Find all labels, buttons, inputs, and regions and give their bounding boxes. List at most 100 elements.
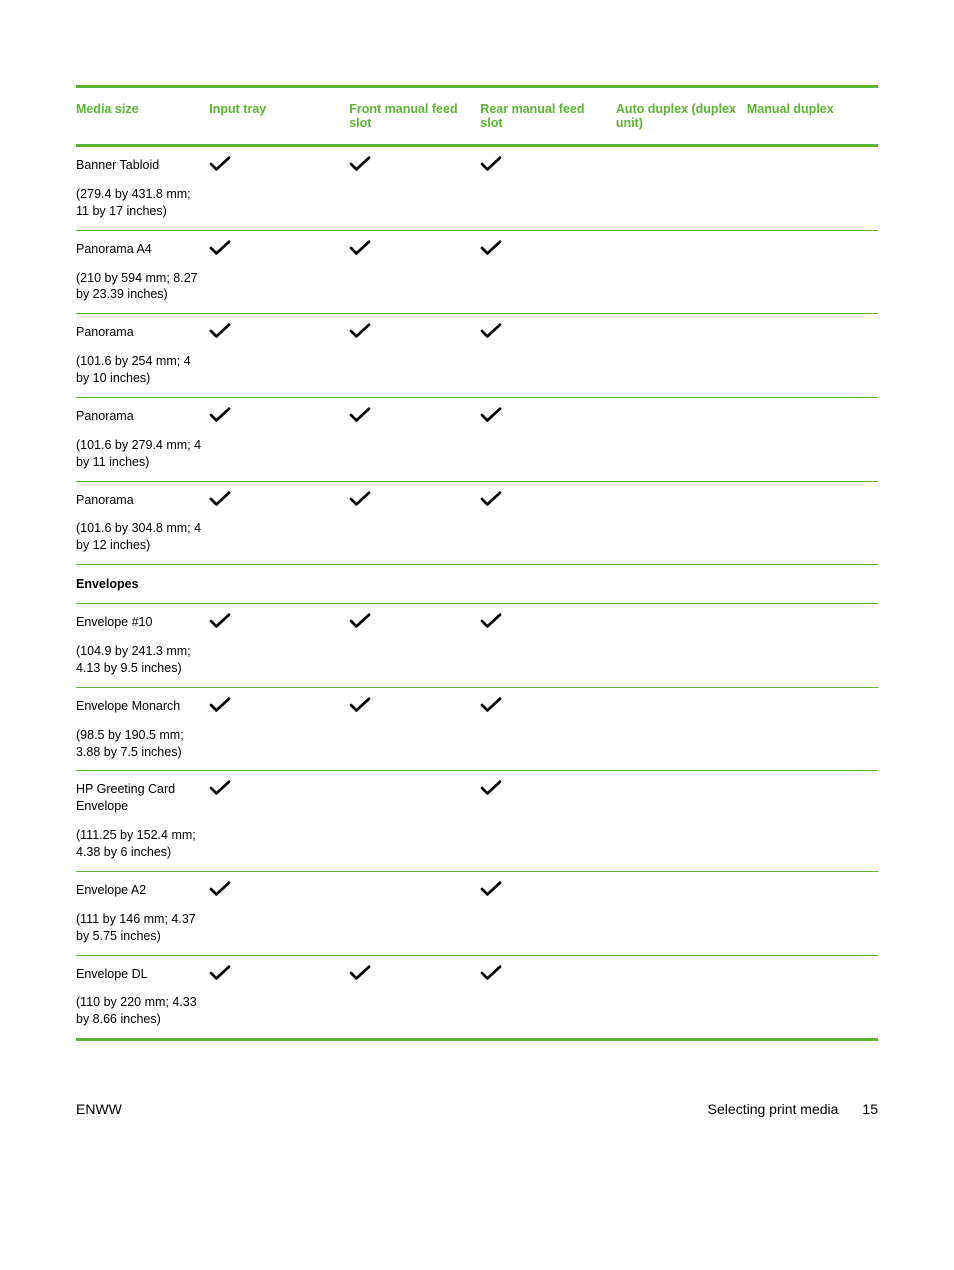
support-cell [616,314,747,398]
support-cell [480,955,616,1040]
media-dimensions: (104.9 by 241.3 mm; 4.13 by 9.5 inches) [76,643,203,677]
support-cell [209,771,349,872]
media-dimensions: (110 by 220 mm; 4.33 by 8.66 inches) [76,994,203,1028]
media-size-cell: HP Greeting Card Envelope (111.25 by 152.… [76,771,209,872]
support-cell [480,771,616,872]
support-cell [349,955,480,1040]
media-size-cell: Envelope DL (110 by 220 mm; 4.33 by 8.66 … [76,955,209,1040]
support-cell [349,687,480,771]
support-cell [349,146,480,231]
media-name: HP Greeting Card Envelope [76,781,203,815]
media-name: Panorama A4 [76,241,203,258]
media-dimensions: (101.6 by 304.8 mm; 4 by 12 inches) [76,520,203,554]
support-cell [480,314,616,398]
check-icon [349,490,371,508]
support-cell [349,871,480,955]
page-number: 15 [862,1101,878,1117]
column-header: Rear manual feed slot [480,87,616,146]
check-icon [349,155,371,173]
check-icon [480,779,502,797]
check-icon [349,406,371,424]
page-container: Media sizeInput trayFront manual feed sl… [0,0,954,1177]
support-cell [209,604,349,688]
support-cell [480,687,616,771]
footer-left: ENWW [76,1101,122,1117]
media-name: Envelope DL [76,966,203,983]
table-row: Envelope #10(104.9 by 241.3 mm; 4.13 by … [76,604,878,688]
table-row: Panorama (101.6 by 254 mm; 4 by 10 inches… [76,314,878,398]
column-header: Front manual feed slot [349,87,480,146]
support-cell [747,314,878,398]
support-cell [209,397,349,481]
check-icon [349,322,371,340]
support-cell [209,871,349,955]
table-row: Panorama (101.6 by 304.8 mm; 4 by 12 inch… [76,481,878,565]
table-header: Media sizeInput trayFront manual feed sl… [76,87,878,146]
support-cell [747,481,878,565]
check-icon [480,880,502,898]
column-header: Auto duplex (duplex unit) [616,87,747,146]
check-icon [480,406,502,424]
check-icon [209,964,231,982]
support-cell [747,955,878,1040]
media-size-cell: Panorama (101.6 by 254 mm; 4 by 10 inches… [76,314,209,398]
support-cell [480,604,616,688]
media-name: Panorama [76,324,203,341]
media-size-cell: Envelope Monarch(98.5 by 190.5 mm; 3.88 … [76,687,209,771]
check-icon [209,696,231,714]
support-cell [480,146,616,231]
media-dimensions: (111.25 by 152.4 mm; 4.38 by 6 inches) [76,827,203,861]
support-cell [616,146,747,231]
support-cell [349,481,480,565]
media-dimensions: (101.6 by 254 mm; 4 by 10 inches) [76,353,203,387]
check-icon [349,612,371,630]
media-dimensions: (111 by 146 mm; 4.37 by 5.75 inches) [76,911,203,945]
media-size-cell: Panorama(101.6 by 279.4 mm; 4 by 11 inch… [76,397,209,481]
check-icon [209,322,231,340]
media-size-cell: Panorama A4(210 by 594 mm; 8.27 by 23.39… [76,230,209,314]
table-row: Envelope DL (110 by 220 mm; 4.33 by 8.66 … [76,955,878,1040]
support-cell [747,771,878,872]
support-cell [480,481,616,565]
check-icon [480,239,502,257]
support-cell [209,314,349,398]
check-icon [480,612,502,630]
check-icon [480,155,502,173]
check-icon [209,490,231,508]
support-cell [480,397,616,481]
check-icon [480,322,502,340]
section-row: Envelopes [76,565,878,604]
footer-section-title: Selecting print media [708,1101,839,1117]
table-row: HP Greeting Card Envelope (111.25 by 152.… [76,771,878,872]
page-footer: ENWW Selecting print media 15 [76,1101,878,1117]
table-body: Banner Tabloid(279.4 by 431.8 mm; 11 by … [76,146,878,1040]
media-name: Panorama [76,492,203,509]
support-cell [747,146,878,231]
check-icon [209,779,231,797]
support-cell [616,397,747,481]
support-cell [349,314,480,398]
support-cell [209,687,349,771]
support-cell [616,604,747,688]
table-row: Panorama A4(210 by 594 mm; 8.27 by 23.39… [76,230,878,314]
check-icon [209,880,231,898]
support-cell [480,230,616,314]
support-cell [616,687,747,771]
check-icon [349,696,371,714]
support-cell [747,397,878,481]
table-row: Envelope A2(111 by 146 mm; 4.37 by 5.75 … [76,871,878,955]
support-cell [616,481,747,565]
media-size-cell: Banner Tabloid(279.4 by 431.8 mm; 11 by … [76,146,209,231]
support-cell [349,604,480,688]
support-cell [747,230,878,314]
support-cell [209,481,349,565]
support-cell [616,771,747,872]
support-cell [209,955,349,1040]
table-row: Envelope Monarch(98.5 by 190.5 mm; 3.88 … [76,687,878,771]
check-icon [209,239,231,257]
footer-right: Selecting print media 15 [708,1101,878,1117]
media-name: Banner Tabloid [76,157,203,174]
media-size-cell: Envelope A2(111 by 146 mm; 4.37 by 5.75 … [76,871,209,955]
media-dimensions: (101.6 by 279.4 mm; 4 by 11 inches) [76,437,203,471]
support-cell [349,771,480,872]
